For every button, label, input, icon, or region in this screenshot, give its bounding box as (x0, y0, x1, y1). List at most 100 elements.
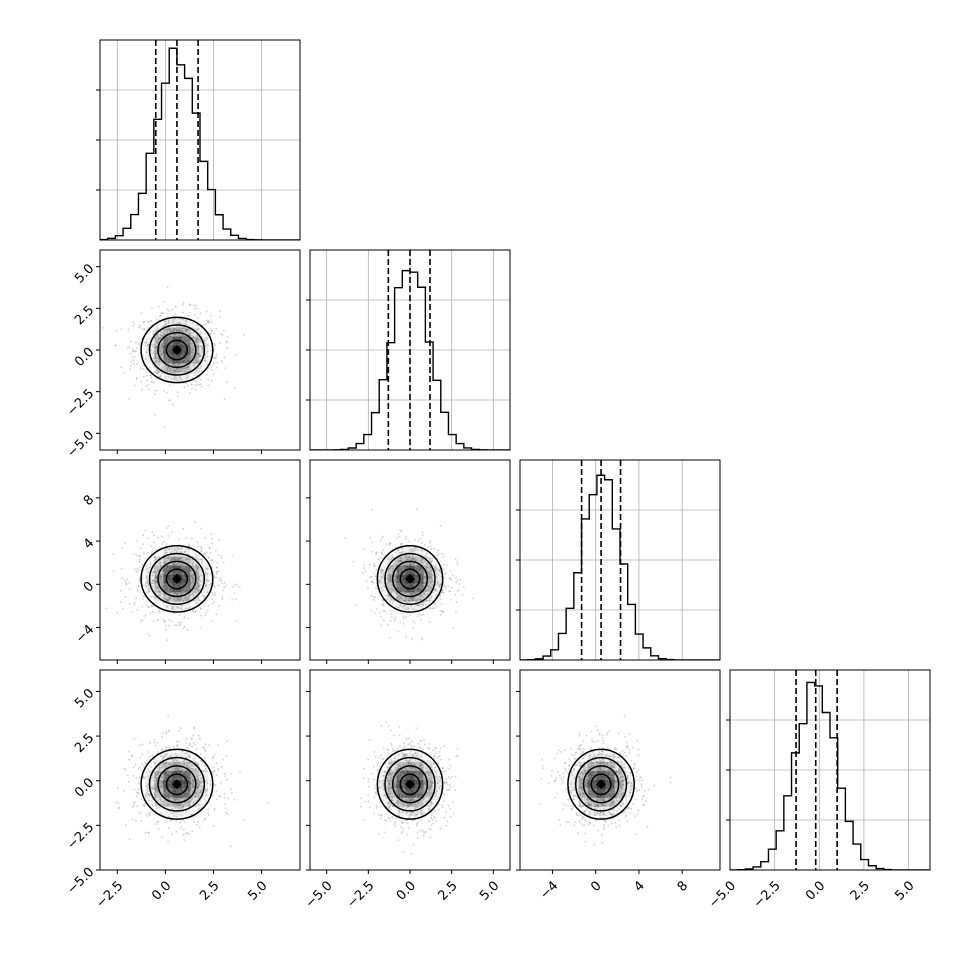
scatter-point (401, 795, 404, 798)
scatter-point (419, 773, 421, 776)
scatter-point (165, 312, 168, 315)
scatter-point (192, 741, 195, 744)
scatter-point (138, 566, 141, 569)
scatter-point (383, 831, 386, 834)
scatter-point (442, 767, 445, 770)
scatter-point (181, 806, 184, 809)
scatter-point (410, 592, 413, 595)
scatter-point (166, 586, 169, 589)
scatter-point (187, 573, 190, 575)
scatter-point (402, 802, 404, 805)
density-cell (432, 770, 442, 780)
scatter-point (390, 554, 393, 557)
scatter-point (393, 760, 396, 763)
scatter-point (207, 587, 210, 590)
scatter-point (117, 807, 120, 810)
scatter-point (173, 318, 176, 320)
scatter-point (399, 745, 401, 747)
scatter-point (172, 319, 174, 322)
density-cell (163, 363, 173, 373)
scatter-point (417, 569, 420, 572)
scatter-point (206, 551, 208, 554)
density-cell (423, 583, 433, 593)
scatter-point (159, 375, 162, 378)
scatter-point (203, 595, 206, 598)
scatter-point (401, 542, 403, 545)
scatter-point (624, 816, 627, 818)
scatter-point (407, 763, 410, 765)
scatter-point (208, 584, 211, 586)
scatter-point (152, 582, 154, 584)
scatter-point (614, 781, 617, 784)
scatter-point (146, 568, 148, 570)
scatter-point (423, 593, 426, 596)
scatter-point (596, 805, 599, 807)
scatter-point (161, 346, 163, 348)
scatter-point (208, 579, 210, 582)
scatter-point (192, 322, 195, 325)
scatter-point (209, 582, 212, 585)
scatter-point (161, 735, 163, 738)
scatter-point (153, 556, 156, 558)
scatter-point (185, 366, 188, 369)
scatter-point (128, 758, 131, 761)
scatter-point (183, 760, 186, 763)
scatter-point (149, 359, 152, 361)
scatter-point (429, 607, 432, 609)
scatter-point (367, 758, 369, 761)
scatter-point (390, 579, 392, 582)
scatter-point (451, 775, 454, 778)
scatter-point (176, 593, 179, 596)
scatter-point (154, 414, 157, 416)
scatter-point (463, 586, 465, 589)
scatter-point (590, 760, 593, 763)
scatter-point (199, 353, 202, 356)
scatter-point (172, 745, 175, 748)
scatter-point (239, 770, 241, 773)
scatter-point (375, 792, 378, 795)
scatter-point (419, 810, 422, 813)
scatter-point (410, 597, 412, 600)
scatter-point (196, 383, 199, 386)
scatter-point (138, 812, 140, 814)
scatter-point (153, 371, 156, 374)
contour-4 (140, 748, 214, 820)
contour-2 (157, 331, 197, 369)
scatter-point (161, 803, 164, 806)
scatter-point (184, 792, 187, 795)
scatter-point (418, 745, 421, 748)
scatter-point (119, 600, 122, 603)
scatter-point (422, 601, 425, 604)
scatter-point (181, 334, 184, 337)
scatter-point (424, 831, 426, 834)
scatter-point (411, 754, 414, 757)
scatter-point (611, 795, 613, 797)
scatter-point (211, 559, 214, 561)
scatter-point (195, 747, 198, 750)
scatter-point (166, 367, 169, 370)
scatter-point (373, 572, 375, 575)
scatter-point (426, 562, 429, 565)
scatter-point (194, 757, 196, 760)
scatter-point (167, 556, 170, 559)
density-cell (190, 770, 200, 780)
scatter-point (394, 757, 397, 760)
scatter-point (200, 607, 202, 610)
scatter-point (454, 558, 457, 561)
scatter-point (137, 792, 140, 795)
scatter-point (378, 780, 381, 782)
scatter-point (429, 764, 432, 767)
scatter-point (154, 393, 156, 396)
scatter-point (423, 790, 425, 793)
scatter-point (144, 802, 146, 805)
scatter-point (208, 546, 211, 548)
scatter-point (167, 798, 170, 800)
scatter-point (408, 761, 411, 764)
scatter-point (185, 366, 188, 369)
scatter-point (186, 376, 189, 378)
scatter-point (383, 771, 386, 773)
scatter-point (389, 773, 392, 776)
scatter-point (178, 334, 181, 336)
scatter-point (421, 585, 424, 588)
scatter-point (189, 777, 192, 780)
